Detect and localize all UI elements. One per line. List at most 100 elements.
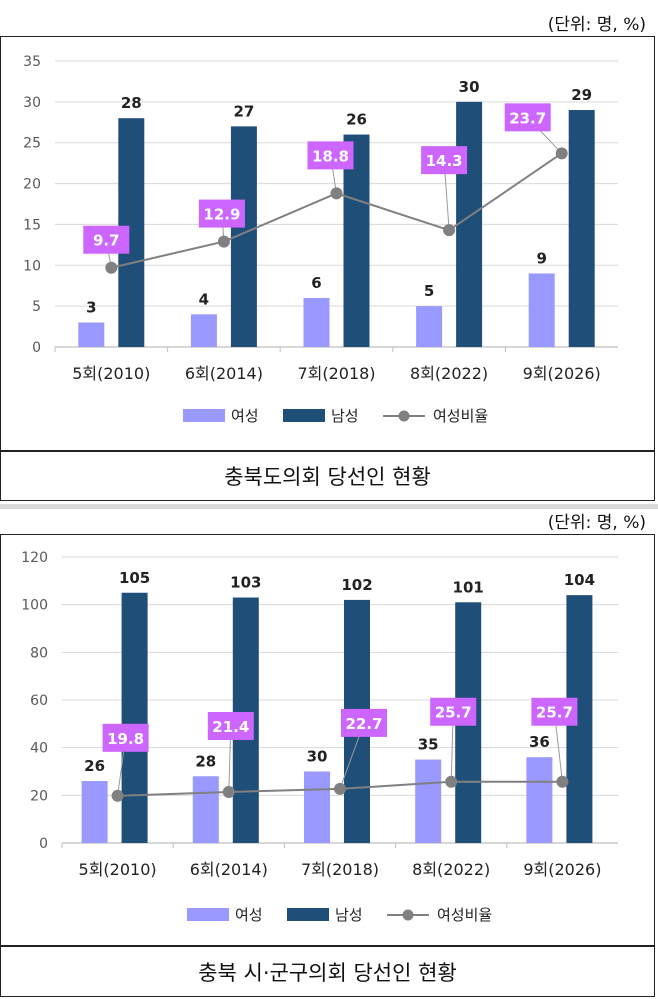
y-tick-label: 20 bbox=[30, 788, 48, 804]
y-tick-label: 35 bbox=[23, 54, 41, 70]
y-tick-label: 5 bbox=[32, 299, 41, 315]
x-category-label: 5회(2010) bbox=[79, 860, 157, 879]
section-divider bbox=[0, 504, 658, 509]
ratio-label: 23.7 bbox=[509, 109, 546, 127]
bar-women bbox=[415, 759, 442, 843]
x-category-label: 6회(2014) bbox=[185, 364, 263, 383]
ratio-label-box bbox=[83, 225, 130, 254]
y-tick-label: 40 bbox=[30, 741, 48, 757]
legend-label-ratio: 여성비율 bbox=[433, 407, 488, 425]
bar-women bbox=[416, 306, 443, 347]
legend-label-women: 여성 bbox=[235, 906, 263, 924]
bar-men-label: 101 bbox=[453, 578, 484, 596]
bar-women bbox=[526, 757, 553, 843]
bar-women bbox=[303, 297, 330, 347]
bar-women bbox=[78, 322, 105, 347]
bar-men-label: 104 bbox=[564, 571, 595, 589]
unit-note-2: (단위: 명, %) bbox=[547, 513, 646, 533]
bar-women-label: 9 bbox=[536, 249, 546, 267]
x-category-label: 5회(2010) bbox=[72, 364, 150, 383]
ratio-label: 9.7 bbox=[93, 232, 120, 250]
y-tick-label: 0 bbox=[39, 836, 48, 852]
y-tick-label: 30 bbox=[23, 95, 41, 111]
ratio-marker bbox=[445, 775, 458, 788]
bar-women-label: 26 bbox=[84, 757, 105, 775]
x-category-label: 7회(2018) bbox=[297, 364, 375, 383]
bar-women-label: 28 bbox=[195, 752, 216, 770]
unit-note-1: (단위: 명, %) bbox=[547, 15, 646, 35]
bar-women-label: 35 bbox=[418, 736, 439, 754]
y-tick-label: 0 bbox=[32, 340, 41, 356]
ratio-label-box bbox=[421, 146, 468, 175]
bar-men-label: 102 bbox=[341, 576, 372, 594]
ratio-label: 22.7 bbox=[345, 715, 382, 733]
y-tick-label: 25 bbox=[23, 136, 41, 152]
y-tick-label: 15 bbox=[23, 217, 41, 233]
bar-men-label: 105 bbox=[119, 569, 150, 587]
ratio-marker bbox=[222, 785, 235, 798]
chart-panel-1 bbox=[0, 36, 655, 451]
ratio-marker bbox=[555, 147, 568, 160]
legend-swatch-men bbox=[283, 409, 325, 422]
ratio-marker bbox=[217, 235, 230, 248]
bar-men-label: 103 bbox=[230, 574, 261, 592]
ratio-label: 14.3 bbox=[426, 152, 463, 170]
bar-men-label: 29 bbox=[571, 86, 592, 104]
x-category-label: 7회(2018) bbox=[301, 860, 379, 879]
ratio-line bbox=[111, 152, 563, 269]
bar-men-label: 28 bbox=[121, 94, 142, 112]
ratio-label-box bbox=[430, 697, 477, 726]
bar-women-label: 3 bbox=[86, 298, 96, 316]
x-category-label: 8회(2022) bbox=[412, 860, 490, 879]
ratio-label-box bbox=[198, 199, 245, 228]
legend-label-men: 남성 bbox=[331, 407, 359, 425]
bar-men-label: 26 bbox=[346, 111, 367, 129]
ratio-marker bbox=[111, 789, 124, 802]
x-category-label: 9회(2026) bbox=[523, 860, 601, 879]
bar-women bbox=[192, 776, 219, 843]
x-category-label: 6회(2014) bbox=[190, 860, 268, 879]
ratio-label-box bbox=[531, 697, 578, 726]
y-tick-label: 60 bbox=[30, 693, 48, 709]
ratio-label-box bbox=[341, 708, 387, 737]
bar-women bbox=[81, 781, 108, 843]
ratio-label: 25.7 bbox=[435, 704, 472, 722]
legend-label-ratio: 여성비율 bbox=[437, 906, 492, 924]
ratio-label: 25.7 bbox=[536, 704, 573, 722]
bar-men-label: 27 bbox=[233, 102, 254, 120]
ratio-label: 18.8 bbox=[312, 147, 349, 165]
x-category-label: 9회(2026) bbox=[523, 364, 601, 383]
legend-label-men: 남성 bbox=[335, 906, 363, 924]
bar-men bbox=[343, 134, 370, 347]
bar-women bbox=[190, 314, 217, 347]
bar-men bbox=[456, 101, 483, 347]
chart-panel-2 bbox=[0, 534, 655, 946]
bar-women-label: 6 bbox=[311, 274, 321, 292]
ratio-marker bbox=[443, 224, 456, 237]
legend-label-women: 여성 bbox=[231, 407, 259, 425]
ratio-label: 21.4 bbox=[212, 718, 249, 736]
legend-swatch-women bbox=[187, 908, 229, 921]
y-tick-label: 10 bbox=[23, 258, 41, 274]
y-tick-label: 80 bbox=[30, 645, 48, 661]
ratio-marker bbox=[334, 782, 346, 795]
legend-swatch-women bbox=[183, 409, 225, 422]
bar-men bbox=[568, 110, 595, 348]
ratio-label-box bbox=[207, 711, 254, 740]
ratio-marker bbox=[330, 187, 343, 200]
ratio-label-box bbox=[307, 141, 354, 170]
bar-women bbox=[304, 771, 330, 843]
legend-swatch-men bbox=[287, 908, 329, 921]
ratio-label: 12.9 bbox=[203, 206, 240, 224]
y-tick-label: 20 bbox=[23, 177, 41, 193]
chart-1: 0 5 10 15 20 25 30 35 3 28 5회(2010) 4 27 6회(2014) 6 26 7… bbox=[23, 54, 618, 425]
bar-men bbox=[121, 592, 148, 843]
chart-2-title: 충북 시·군구의회 당선인 현황 bbox=[0, 946, 655, 997]
ratio-marker bbox=[556, 775, 569, 788]
bar-women-label: 4 bbox=[199, 290, 209, 308]
y-tick-label: 120 bbox=[21, 550, 48, 566]
ratio-label-box bbox=[102, 723, 149, 752]
chart-2: 0 20 40 60 80 100 120 26 105 5회(2010) 28 103 6회(2014… bbox=[21, 550, 618, 924]
bar-women-label: 36 bbox=[529, 733, 550, 751]
x-category-label: 8회(2022) bbox=[410, 364, 488, 383]
